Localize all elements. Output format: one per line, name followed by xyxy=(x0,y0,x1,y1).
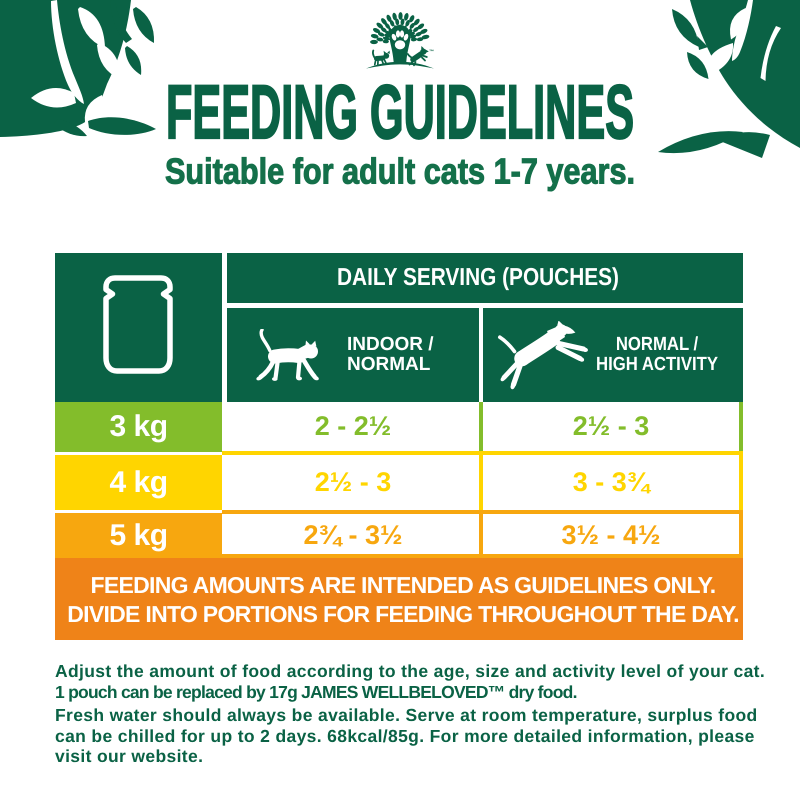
svg-text:FEEDING GUIDELINES: FEEDING GUIDELINES xyxy=(166,76,634,146)
svg-text:™: ™ xyxy=(429,49,434,55)
svg-text:Suitable for adult cats 1-7 ye: Suitable for adult cats 1-7 years. xyxy=(165,151,635,192)
